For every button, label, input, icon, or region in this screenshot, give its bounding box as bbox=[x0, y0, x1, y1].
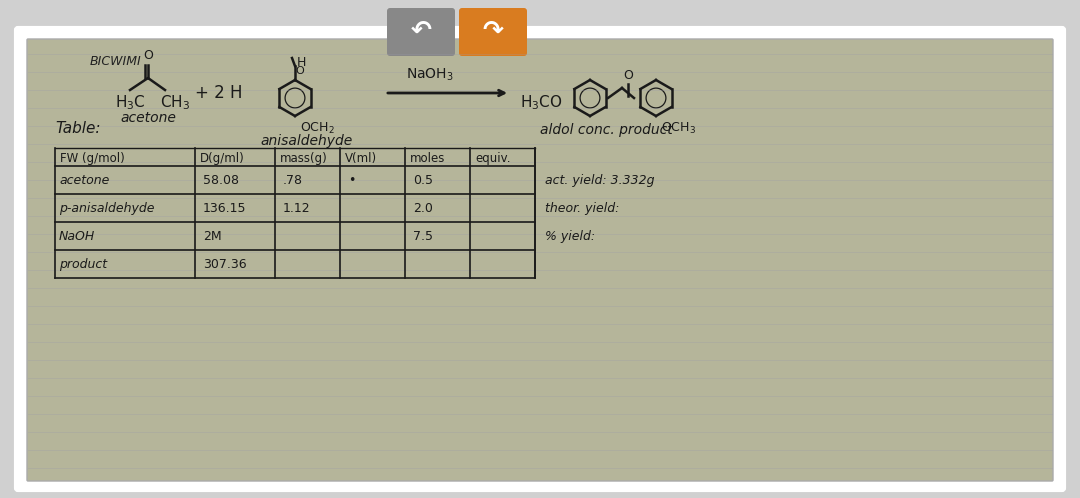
Text: + 2 H: + 2 H bbox=[195, 84, 243, 102]
Text: % yield:: % yield: bbox=[545, 230, 595, 243]
Text: $\rm OCH_2$: $\rm OCH_2$ bbox=[300, 121, 335, 136]
Text: 1.12: 1.12 bbox=[283, 202, 311, 215]
Text: D(g/ml): D(g/ml) bbox=[200, 151, 245, 164]
Text: 58.08: 58.08 bbox=[203, 173, 239, 186]
Text: product: product bbox=[59, 257, 107, 270]
Text: V(ml): V(ml) bbox=[345, 151, 377, 164]
Text: equiv.: equiv. bbox=[475, 151, 511, 164]
Text: act. yield: 3.332g: act. yield: 3.332g bbox=[545, 173, 654, 186]
Text: $\rm OCH_3$: $\rm OCH_3$ bbox=[661, 121, 696, 136]
Text: $\rm H_3C$: $\rm H_3C$ bbox=[114, 94, 146, 113]
Text: ↷: ↷ bbox=[483, 19, 503, 43]
Text: FW (g/mol): FW (g/mol) bbox=[60, 151, 125, 164]
Text: 2M: 2M bbox=[203, 230, 221, 243]
FancyBboxPatch shape bbox=[387, 8, 455, 56]
Text: $\rm CH_3$: $\rm CH_3$ bbox=[160, 94, 190, 113]
Text: H: H bbox=[297, 55, 307, 69]
Text: p-anisaldehyde: p-anisaldehyde bbox=[59, 202, 154, 215]
Text: BICWIMI: BICWIMI bbox=[90, 54, 141, 68]
Text: O: O bbox=[295, 66, 303, 76]
Text: 2.0: 2.0 bbox=[413, 202, 433, 215]
FancyBboxPatch shape bbox=[16, 28, 1064, 490]
Text: mass(g): mass(g) bbox=[280, 151, 327, 164]
Text: .78: .78 bbox=[283, 173, 303, 186]
Text: acetone: acetone bbox=[120, 111, 176, 125]
Text: 307.36: 307.36 bbox=[203, 257, 246, 270]
Text: Table:: Table: bbox=[55, 121, 100, 135]
Text: theor. yield:: theor. yield: bbox=[545, 202, 619, 215]
Text: •: • bbox=[348, 173, 355, 186]
Text: O: O bbox=[623, 69, 633, 82]
Text: ↶: ↶ bbox=[410, 19, 432, 43]
Text: 0.5: 0.5 bbox=[413, 173, 433, 186]
Text: aldol conc. product: aldol conc. product bbox=[540, 123, 673, 137]
Text: moles: moles bbox=[410, 151, 445, 164]
Text: 136.15: 136.15 bbox=[203, 202, 246, 215]
Text: 7.5: 7.5 bbox=[413, 230, 433, 243]
FancyBboxPatch shape bbox=[27, 39, 1053, 481]
Text: anisaldehyde: anisaldehyde bbox=[260, 134, 352, 148]
Text: NaOH: NaOH bbox=[59, 230, 95, 243]
Text: $\rm NaOH_3$: $\rm NaOH_3$ bbox=[406, 67, 454, 83]
Text: O: O bbox=[143, 49, 153, 62]
FancyBboxPatch shape bbox=[459, 8, 527, 56]
Text: acetone: acetone bbox=[59, 173, 109, 186]
Text: $\rm H_3CO$: $\rm H_3CO$ bbox=[519, 94, 563, 113]
